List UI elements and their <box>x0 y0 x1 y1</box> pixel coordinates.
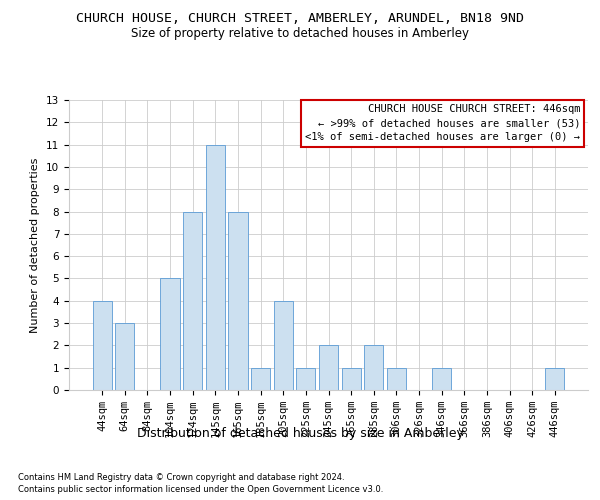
Bar <box>545 368 565 390</box>
Bar <box>115 323 134 390</box>
Text: Size of property relative to detached houses in Amberley: Size of property relative to detached ho… <box>131 28 469 40</box>
Bar <box>432 368 451 390</box>
Text: Contains HM Land Registry data © Crown copyright and database right 2024.: Contains HM Land Registry data © Crown c… <box>18 472 344 482</box>
Bar <box>206 144 225 390</box>
Bar <box>229 212 248 390</box>
Bar <box>364 346 383 390</box>
Bar <box>183 212 202 390</box>
Bar <box>160 278 180 390</box>
Bar <box>387 368 406 390</box>
Text: CHURCH HOUSE CHURCH STREET: 446sqm
← >99% of detached houses are smaller (53)
<1: CHURCH HOUSE CHURCH STREET: 446sqm ← >99… <box>305 104 580 142</box>
Y-axis label: Number of detached properties: Number of detached properties <box>31 158 40 332</box>
Bar <box>296 368 316 390</box>
Bar <box>251 368 270 390</box>
Bar <box>274 301 293 390</box>
Bar <box>319 346 338 390</box>
Text: CHURCH HOUSE, CHURCH STREET, AMBERLEY, ARUNDEL, BN18 9ND: CHURCH HOUSE, CHURCH STREET, AMBERLEY, A… <box>76 12 524 26</box>
Bar <box>341 368 361 390</box>
Text: Distribution of detached houses by size in Amberley: Distribution of detached houses by size … <box>137 428 463 440</box>
Bar <box>92 301 112 390</box>
Text: Contains public sector information licensed under the Open Government Licence v3: Contains public sector information licen… <box>18 485 383 494</box>
